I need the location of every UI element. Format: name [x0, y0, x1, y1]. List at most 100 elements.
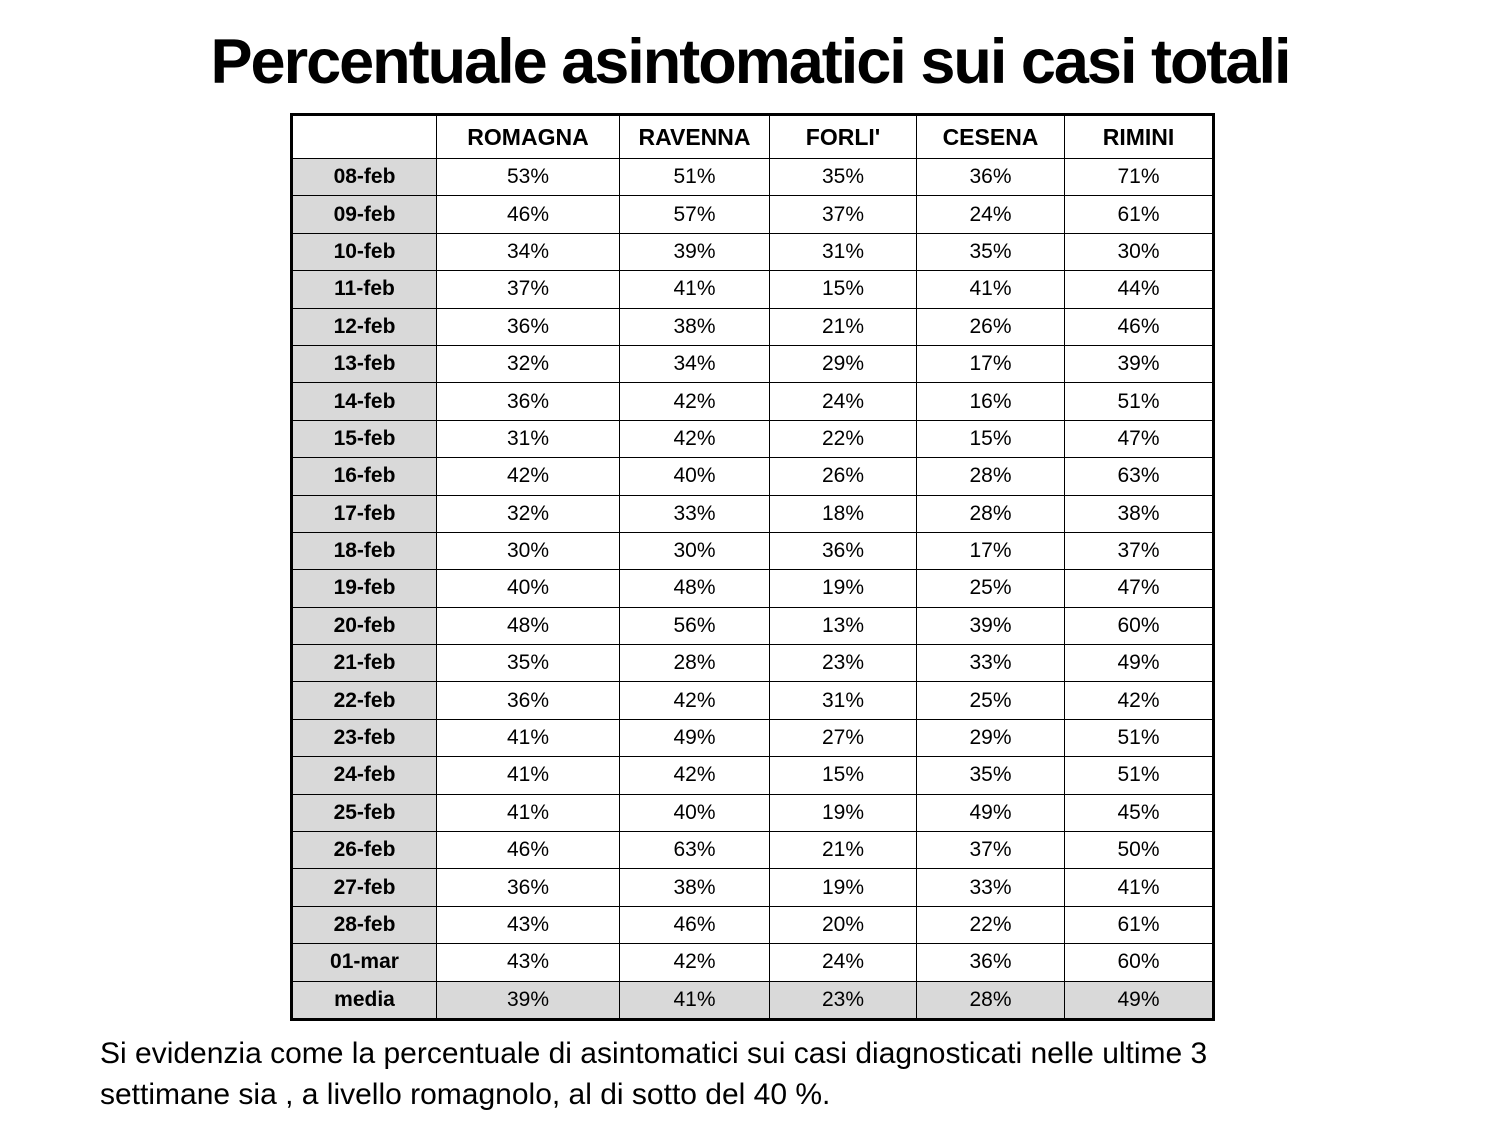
data-cell: 35% [916, 232, 1065, 272]
data-cell: 36% [916, 157, 1065, 197]
data-cell: 26% [916, 307, 1065, 346]
data-cell: 21% [769, 831, 917, 870]
table-row: 20-feb 48% 56% 13% 39% 60% [291, 606, 1214, 646]
footer-note-line: Si evidenzia come la percentuale di asin… [100, 1037, 1208, 1070]
data-cell: 25% [916, 681, 1065, 720]
data-cell: 17% [916, 344, 1065, 384]
data-cell: 39% [916, 606, 1065, 646]
data-cell: 33% [916, 868, 1065, 907]
data-cell: 60% [1064, 943, 1214, 982]
table-row: 28-feb 43% 46% 20% 22% 61% [291, 905, 1214, 945]
data-cell: 33% [619, 494, 770, 533]
data-cell: 48% [619, 569, 770, 608]
data-cell: 38% [619, 307, 770, 346]
data-cell: 51% [1064, 382, 1214, 421]
table-row: 26-feb 46% 63% 21% 37% 50% [291, 831, 1214, 870]
data-cell: 46% [1064, 307, 1214, 346]
data-cell: 51% [1064, 756, 1214, 795]
row-label-cell: 19-feb [291, 569, 437, 608]
footer-note: Si evidenzia come la percentuale di asin… [100, 1033, 1207, 1115]
data-cell: 36% [916, 943, 1065, 982]
data-cell: 60% [1064, 606, 1214, 646]
data-cell: 41% [916, 270, 1065, 309]
data-cell: 61% [1064, 195, 1214, 234]
data-cell: 50% [1064, 831, 1214, 870]
data-cell: 20% [769, 905, 917, 945]
data-cell: 41% [436, 756, 620, 795]
data-cell: 42% [436, 457, 620, 496]
table-row: 19-feb 40% 48% 19% 25% 47% [291, 569, 1214, 608]
data-cell: 17% [916, 531, 1065, 571]
summary-row: media 39% 41% 23% 28% 49% [291, 980, 1214, 1020]
data-cell: 19% [769, 868, 917, 907]
data-cell: 41% [619, 270, 770, 309]
data-cell: 31% [436, 419, 620, 459]
table-row: 23-feb 41% 49% 27% 29% 51% [291, 718, 1214, 758]
table-row: 24-feb 41% 42% 15% 35% 51% [291, 756, 1214, 795]
row-label-cell: 23-feb [291, 718, 437, 758]
data-cell: 34% [436, 232, 620, 272]
row-label-cell: 11-feb [291, 270, 437, 309]
data-cell: 38% [1064, 494, 1214, 533]
data-cell: 37% [1064, 531, 1214, 571]
data-cell: 22% [769, 419, 917, 459]
data-cell: 42% [619, 681, 770, 720]
corner-cell [291, 114, 437, 159]
data-cell: 15% [769, 270, 917, 309]
table-row: 22-feb 36% 42% 31% 25% 42% [291, 681, 1214, 720]
column-header-cell: RIMINI [1064, 114, 1214, 159]
data-cell: 28% [916, 457, 1065, 496]
page-title: Percentuale asintomatici sui casi totali [210, 27, 1292, 97]
table-row: 16-feb 42% 40% 26% 28% 63% [291, 457, 1214, 496]
data-cell: 38% [619, 868, 770, 907]
data-cell: 30% [436, 531, 620, 571]
data-cell: 36% [436, 681, 620, 720]
data-cell: 42% [619, 943, 770, 982]
table-row: 25-feb 41% 40% 19% 49% 45% [291, 793, 1214, 833]
data-cell: 22% [916, 905, 1065, 945]
data-cell: 47% [1064, 419, 1214, 459]
data-cell: 36% [436, 307, 620, 346]
data-cell: 53% [436, 157, 620, 197]
data-cell: 46% [436, 195, 620, 234]
row-label-cell: 10-feb [291, 232, 437, 272]
data-cell: 51% [1064, 718, 1214, 758]
data-cell: 21% [769, 307, 917, 346]
data-cell: 37% [916, 831, 1065, 870]
data-cell: 41% [1064, 868, 1214, 907]
data-cell: 36% [436, 868, 620, 907]
data-cell: 28% [619, 644, 770, 683]
data-cell: 29% [769, 344, 917, 384]
row-label-cell: 26-feb [291, 831, 437, 870]
data-cell: 46% [619, 905, 770, 945]
data-cell: 51% [619, 157, 770, 197]
table-row: 11-feb 37% 41% 15% 41% 44% [291, 270, 1214, 309]
table-row: 27-feb 36% 38% 19% 33% 41% [291, 868, 1214, 907]
data-cell: 19% [769, 793, 917, 833]
data-cell: 42% [619, 382, 770, 421]
data-cell: 49% [916, 793, 1065, 833]
data-cell: 57% [619, 195, 770, 234]
footer-note-line: settimane sia , a livello romagnolo, al … [100, 1078, 831, 1111]
data-cell: 40% [436, 569, 620, 608]
table-row: 18-feb 30% 30% 36% 17% 37% [291, 531, 1214, 571]
data-cell: 46% [436, 831, 620, 870]
row-label-cell: 18-feb [291, 531, 437, 571]
data-cell: 30% [1064, 232, 1214, 272]
data-cell: 44% [1064, 270, 1214, 309]
data-cell: 31% [769, 681, 917, 720]
data-cell: 15% [916, 419, 1065, 459]
data-cell: 49% [1064, 980, 1214, 1020]
row-label-cell: media [291, 980, 437, 1020]
data-cell: 24% [916, 195, 1065, 234]
data-cell: 24% [769, 943, 917, 982]
data-cell: 36% [769, 531, 917, 571]
row-label-cell: 24-feb [291, 756, 437, 795]
data-cell: 31% [769, 232, 917, 272]
row-label-cell: 08-feb [291, 157, 437, 197]
data-cell: 61% [1064, 905, 1214, 945]
table-row: 01-mar 43% 42% 24% 36% 60% [291, 943, 1214, 982]
table-row: 13-feb 32% 34% 29% 17% 39% [291, 344, 1214, 384]
asymptomatic-percentage-table: ROMAGNA RAVENNA FORLI' CESENA RIMINI 08-feb 53… [290, 113, 1215, 1021]
data-cell: 43% [436, 905, 620, 945]
